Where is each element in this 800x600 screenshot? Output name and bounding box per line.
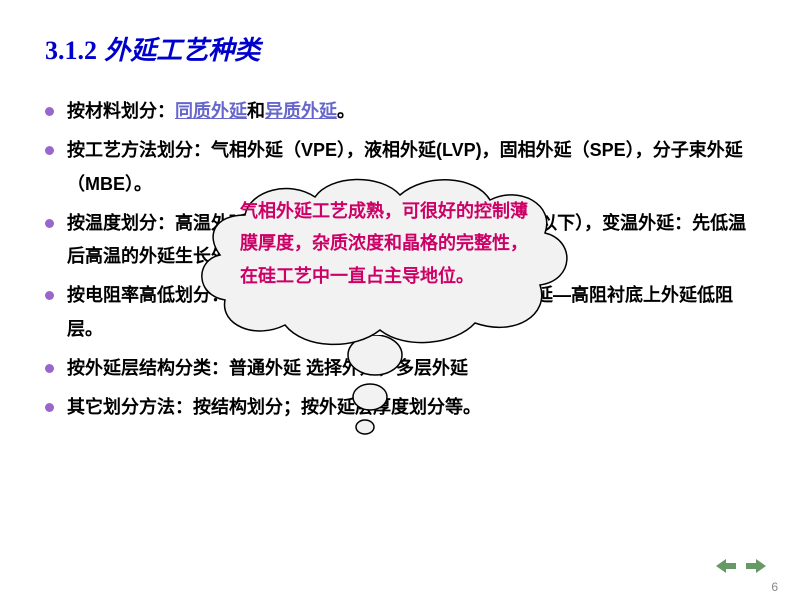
nav-next-icon[interactable] xyxy=(744,557,770,575)
link-homogeneous[interactable]: 同质外延 xyxy=(175,101,247,121)
title-text: 外延工艺种类 xyxy=(104,35,260,65)
link-heterogeneous[interactable]: 异质外延 xyxy=(265,101,337,121)
bullet-prefix: 按材料划分： xyxy=(67,101,175,121)
callout-cloud: 气相外延工艺成熟，可很好的控制薄膜厚度，杂质浓度和晶格的完整性，在硅工艺中一直占… xyxy=(185,165,585,355)
page-number: 6 xyxy=(771,580,778,594)
bullet-item-material: 按材料划分：同质外延和异质外延。 xyxy=(45,95,755,128)
bullet-mid: 和 xyxy=(247,101,265,121)
slide-title: 3.1.2 外延工艺种类 xyxy=(45,30,755,67)
nav-prev-icon[interactable] xyxy=(714,557,740,575)
slide: 3.1.2 外延工艺种类 按材料划分：同质外延和异质外延。 按工艺方法划分：气相… xyxy=(0,0,800,600)
bullet-suffix: 。 xyxy=(337,101,355,121)
cloud-text: 气相外延工艺成熟，可很好的控制薄膜厚度，杂质浓度和晶格的完整性，在硅工艺中一直占… xyxy=(240,195,540,292)
nav-controls xyxy=(714,557,770,580)
title-number: 3.1.2 xyxy=(45,36,97,65)
